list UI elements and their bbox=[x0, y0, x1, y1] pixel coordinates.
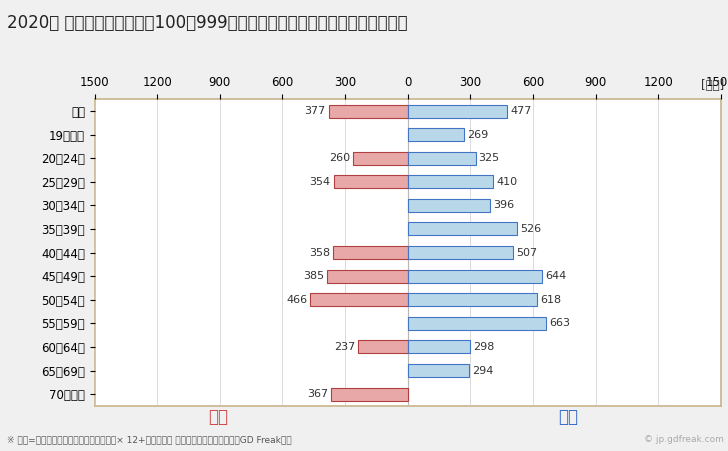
Bar bbox=[408, 199, 491, 212]
Text: ※ 年収=「きまって支給する現金給与額」× 12+「年間賞与 その他特別給与額」としてGD Freak推計: ※ 年収=「きまって支給する現金給与額」× 12+「年間賞与 その他特別給与額」… bbox=[7, 435, 292, 444]
Text: 237: 237 bbox=[334, 342, 355, 352]
Text: 294: 294 bbox=[472, 365, 494, 376]
Bar bbox=[408, 293, 537, 306]
Text: 358: 358 bbox=[309, 248, 330, 258]
Bar bbox=[408, 128, 464, 141]
Bar bbox=[408, 152, 475, 165]
Text: 644: 644 bbox=[545, 271, 566, 281]
Text: 526: 526 bbox=[521, 224, 542, 234]
Text: 377: 377 bbox=[304, 106, 326, 116]
Bar bbox=[408, 317, 546, 330]
Bar bbox=[408, 341, 470, 354]
Text: 507: 507 bbox=[517, 248, 538, 258]
Text: 325: 325 bbox=[478, 153, 499, 163]
Text: 354: 354 bbox=[309, 177, 331, 187]
Bar bbox=[329, 105, 408, 118]
Text: 410: 410 bbox=[496, 177, 518, 187]
Text: 396: 396 bbox=[494, 200, 515, 210]
Text: [万円]: [万円] bbox=[701, 79, 724, 92]
Bar bbox=[408, 105, 507, 118]
Bar bbox=[408, 175, 494, 188]
Text: 367: 367 bbox=[306, 389, 328, 399]
Bar bbox=[358, 341, 408, 354]
Text: 618: 618 bbox=[539, 295, 561, 305]
Text: 男性: 男性 bbox=[558, 408, 578, 426]
Text: © jp.gdfreak.com: © jp.gdfreak.com bbox=[644, 435, 724, 444]
Bar bbox=[333, 246, 408, 259]
Text: 女性: 女性 bbox=[208, 408, 229, 426]
Text: 477: 477 bbox=[510, 106, 531, 116]
Text: 260: 260 bbox=[329, 153, 350, 163]
Bar bbox=[408, 270, 542, 283]
Bar bbox=[408, 364, 469, 377]
Text: 2020年 民間企業（従業者数100～999人）フルタイム労働者の男女別平均年収: 2020年 民間企業（従業者数100～999人）フルタイム労働者の男女別平均年収 bbox=[7, 14, 408, 32]
Text: 298: 298 bbox=[473, 342, 494, 352]
Text: 269: 269 bbox=[467, 129, 488, 140]
Bar bbox=[331, 387, 408, 400]
Bar bbox=[334, 175, 408, 188]
Text: 385: 385 bbox=[303, 271, 324, 281]
Text: 466: 466 bbox=[286, 295, 307, 305]
Bar bbox=[353, 152, 408, 165]
Bar bbox=[310, 293, 408, 306]
Bar bbox=[408, 222, 518, 235]
Bar bbox=[408, 246, 513, 259]
Text: 663: 663 bbox=[549, 318, 570, 328]
Bar bbox=[328, 270, 408, 283]
